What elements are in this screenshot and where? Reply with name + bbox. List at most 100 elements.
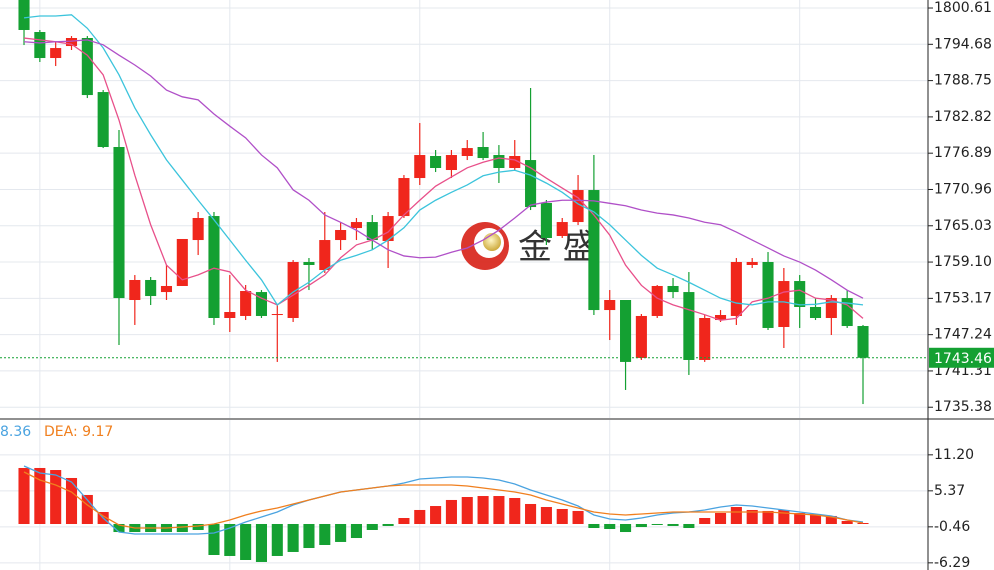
macd-bar bbox=[50, 470, 62, 524]
moving-average-line bbox=[23, 14, 864, 306]
macd-bar bbox=[699, 518, 711, 524]
candle-body bbox=[714, 314, 727, 321]
dea-label: DEA: 9.17 bbox=[44, 424, 113, 440]
candle-body bbox=[303, 261, 315, 265]
candle-body bbox=[34, 32, 46, 59]
macd-bar bbox=[81, 494, 93, 524]
y-tick-label: -6.29 bbox=[934, 555, 970, 570]
candle-body bbox=[461, 148, 473, 157]
macd-bar bbox=[730, 507, 742, 524]
candle-body bbox=[350, 222, 362, 229]
macd-bar bbox=[208, 523, 220, 555]
candle-body bbox=[825, 298, 837, 318]
macd-bar bbox=[540, 507, 552, 524]
candle-body bbox=[335, 229, 347, 241]
candle-body bbox=[414, 155, 426, 179]
candle-body bbox=[129, 279, 141, 301]
candle-body bbox=[208, 216, 220, 318]
grid-layer bbox=[0, 0, 928, 570]
macd-bar bbox=[445, 499, 457, 524]
macd-bar bbox=[477, 496, 489, 524]
candle-body bbox=[224, 312, 236, 318]
macd-bar bbox=[319, 523, 331, 545]
y-tick-label: -0.46 bbox=[934, 519, 970, 535]
y-tick-label: 1735.38 bbox=[934, 399, 992, 415]
macd-bar bbox=[746, 509, 758, 524]
y-tick-label: 5.37 bbox=[934, 483, 965, 499]
moving-average-line bbox=[23, 39, 864, 299]
candle-body bbox=[667, 285, 679, 293]
candle-body bbox=[160, 285, 173, 293]
macd-bar bbox=[857, 523, 869, 524]
candle-body bbox=[477, 147, 489, 159]
last-price-label: 1743.46 bbox=[934, 351, 992, 367]
macd-bar bbox=[350, 523, 362, 539]
candle-body bbox=[81, 38, 93, 96]
candle-body bbox=[841, 298, 853, 327]
macd-bar bbox=[461, 497, 473, 524]
candle-body bbox=[398, 178, 410, 217]
macd-bar bbox=[809, 513, 822, 524]
logo-coin bbox=[483, 233, 501, 251]
macd-bar bbox=[34, 467, 46, 524]
macd-bar bbox=[714, 513, 727, 524]
macd-bar bbox=[509, 497, 521, 524]
macd-bar bbox=[635, 523, 647, 528]
macd-bar bbox=[303, 523, 315, 549]
macd-bar bbox=[224, 523, 236, 556]
candle-body bbox=[556, 222, 568, 236]
last-price-box bbox=[929, 347, 994, 368]
candle-body bbox=[255, 292, 268, 316]
macd-bar bbox=[778, 509, 790, 524]
candle-body bbox=[319, 240, 331, 271]
macd-bar bbox=[240, 523, 252, 560]
macd-bar bbox=[493, 496, 505, 524]
candle-body bbox=[699, 317, 711, 360]
candle-body bbox=[778, 281, 790, 327]
y-tick-label: 1788.75 bbox=[934, 73, 992, 89]
candle-body bbox=[65, 38, 78, 47]
macd-bar bbox=[366, 523, 378, 530]
candle-body bbox=[240, 291, 252, 316]
y-tick-label: 1765.03 bbox=[934, 218, 992, 234]
candle-body bbox=[113, 147, 125, 299]
candle-body bbox=[287, 261, 299, 318]
watermark: 金 盛 bbox=[461, 222, 597, 270]
candle-body bbox=[18, 0, 30, 30]
y-tick-label: 11.20 bbox=[934, 447, 974, 463]
candle-body bbox=[445, 155, 457, 171]
macd-bar bbox=[382, 523, 394, 526]
candle-body bbox=[572, 190, 584, 223]
macd-bar bbox=[287, 523, 299, 552]
macd-bar bbox=[430, 506, 442, 524]
candle-body bbox=[493, 155, 505, 168]
macd-bar bbox=[255, 523, 268, 562]
macd-bar bbox=[176, 523, 188, 533]
y-tick-label: 1782.82 bbox=[934, 109, 992, 125]
macd-bar bbox=[335, 523, 347, 542]
candle-body bbox=[588, 190, 600, 311]
candle-body bbox=[430, 156, 442, 168]
macd-bar bbox=[667, 523, 679, 526]
macd-bar bbox=[794, 513, 806, 524]
macd-panel bbox=[18, 465, 869, 562]
macd-bar bbox=[398, 518, 410, 524]
y-tick-label: 1759.10 bbox=[934, 254, 992, 270]
y-tick-label: 1770.96 bbox=[934, 181, 992, 197]
candle-body bbox=[366, 222, 378, 241]
candle-body bbox=[604, 300, 616, 311]
candle-body bbox=[730, 261, 742, 316]
macd-bar bbox=[841, 520, 853, 524]
y-tick-label: 1794.68 bbox=[934, 36, 992, 52]
candle-body bbox=[145, 279, 157, 297]
y-tick-label: 1753.17 bbox=[934, 290, 992, 306]
candle-body bbox=[620, 300, 632, 362]
candle-body bbox=[794, 281, 806, 307]
dea-line bbox=[23, 471, 864, 529]
macd-bar bbox=[683, 523, 695, 529]
candle-body bbox=[635, 315, 647, 358]
candle-body bbox=[176, 238, 188, 286]
